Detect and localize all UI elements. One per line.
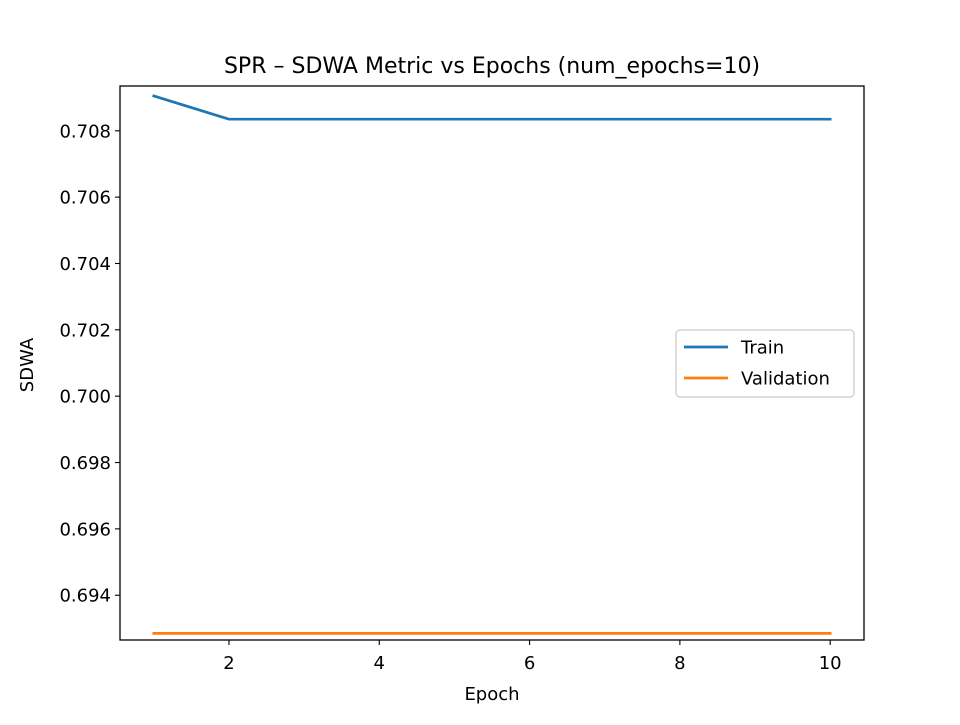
legend-label-validation: Validation	[741, 369, 830, 390]
y-tick-label: 0.704	[59, 254, 111, 275]
y-tick-label: 0.698	[59, 453, 111, 474]
series-layer	[152, 94, 832, 635]
x-tick-label: 8	[674, 653, 685, 674]
plot-area-frame	[119, 85, 865, 641]
y-tick-label: 0.694	[59, 586, 111, 607]
y-axis-label: SDWA	[17, 337, 38, 392]
x-tick-label: 4	[374, 653, 385, 674]
x-tick-label: 2	[223, 653, 234, 674]
y-tick-label: 0.706	[59, 188, 111, 209]
legend-label-train: Train	[740, 338, 784, 359]
series-line-train	[152, 94, 832, 121]
x-axis-label: Epoch	[464, 684, 519, 705]
legend: Train Validation	[675, 329, 855, 398]
y-tick-label: 0.702	[59, 320, 111, 341]
x-tick-label: 6	[524, 653, 535, 674]
y-tick-label: 0.708	[59, 121, 111, 142]
y-tick-label: 0.700	[59, 387, 111, 408]
chart-title: SPR – SDWA Metric vs Epochs (num_epochs=…	[224, 54, 760, 79]
y-tick-label: 0.696	[59, 519, 111, 540]
ticks-layer: 2 4 6 8 10 0.694 0.696 0.698 0.700 0.702 0.704 0.70…	[59, 121, 841, 674]
x-tick-label: 10	[819, 653, 842, 674]
